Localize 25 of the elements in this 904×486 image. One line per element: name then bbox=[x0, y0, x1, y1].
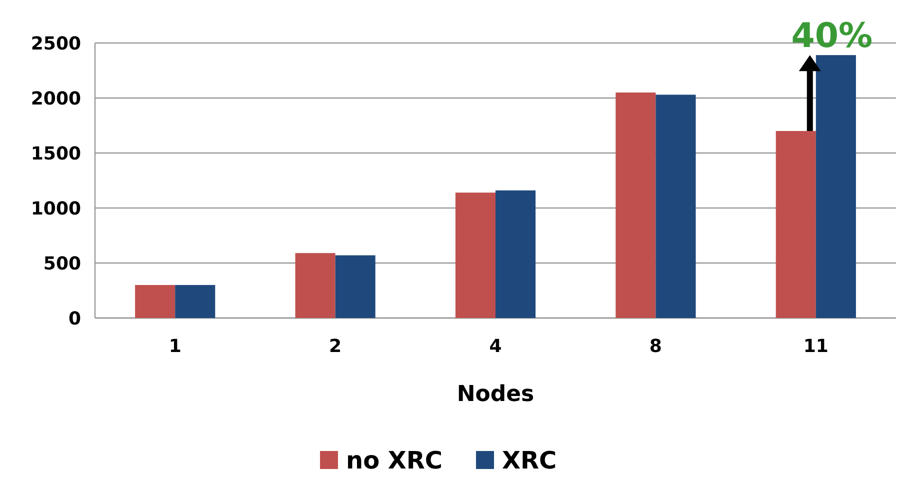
x-tick-label: 1 bbox=[168, 336, 182, 357]
bar bbox=[455, 192, 496, 318]
bar bbox=[335, 255, 376, 318]
bar bbox=[776, 131, 816, 318]
x-tick-label: 11 bbox=[803, 336, 828, 357]
y-tick-label: 1500 bbox=[30, 143, 81, 164]
bar bbox=[175, 285, 216, 318]
bar bbox=[496, 190, 536, 318]
bar bbox=[616, 92, 656, 318]
x-tick-label: 2 bbox=[329, 336, 342, 357]
y-tick-label: 0 bbox=[68, 308, 81, 330]
bar bbox=[656, 94, 696, 318]
legend-label: XRC bbox=[502, 446, 557, 474]
x-tick-label: 8 bbox=[649, 336, 662, 357]
y-tick-label: 2500 bbox=[30, 33, 81, 54]
bar bbox=[295, 253, 336, 318]
x-tick-label: 4 bbox=[489, 336, 502, 357]
y-tick-label: 1000 bbox=[30, 198, 81, 220]
bar bbox=[135, 285, 176, 318]
bar bbox=[816, 55, 856, 318]
annotation: 40% bbox=[791, 16, 873, 56]
x-axis-title: Nodes bbox=[456, 382, 534, 407]
legend-label: no XRC bbox=[346, 446, 443, 474]
y-tick-label: 2000 bbox=[30, 88, 81, 110]
y-tick-label: 500 bbox=[43, 253, 81, 274]
